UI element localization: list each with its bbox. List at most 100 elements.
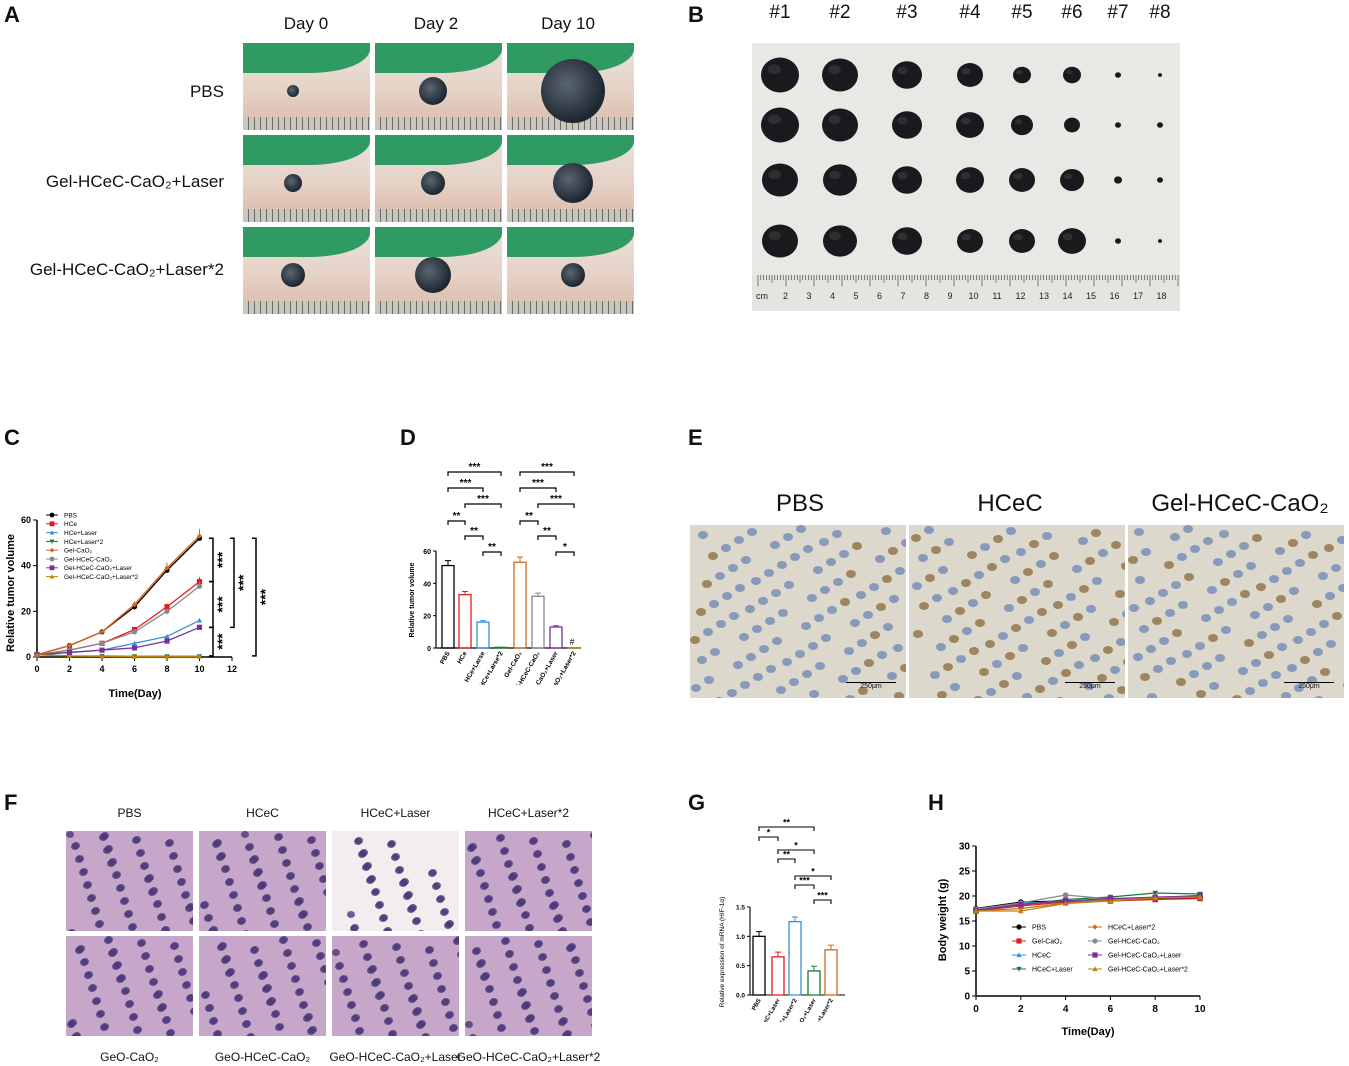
he-nucleus xyxy=(227,968,235,975)
nucleus xyxy=(911,534,921,542)
he-nucleus xyxy=(360,940,368,947)
c-x-axis-label: Time(Day) xyxy=(109,688,162,700)
he-nucleus xyxy=(247,1033,255,1036)
ruler-strip xyxy=(243,117,370,130)
ihc-image: 250μm xyxy=(1128,525,1344,698)
nucleus xyxy=(819,538,829,546)
c-sig-bracket xyxy=(209,626,214,657)
nucleus xyxy=(807,594,817,602)
he-nucleus xyxy=(234,904,242,911)
tumor-sample xyxy=(1158,239,1162,243)
ruler-number: 7 xyxy=(900,291,905,301)
d-sig-bracket xyxy=(447,487,484,492)
d-y-tick-label: 60 xyxy=(423,549,431,556)
nucleus xyxy=(1053,601,1063,609)
nucleus xyxy=(1166,657,1176,665)
he-nucleus xyxy=(392,853,400,860)
nucleus xyxy=(1239,542,1249,550)
he-nucleus xyxy=(418,1020,426,1027)
he-nucleus xyxy=(414,1007,422,1014)
excised-tumor-photo: cm2345678910111213141516171819 xyxy=(752,43,1180,311)
tumor-sample xyxy=(1013,66,1031,84)
c-legend-marker xyxy=(49,547,55,553)
nucleus xyxy=(1190,545,1200,553)
he-nucleus xyxy=(429,869,437,876)
ruler-strip xyxy=(507,209,634,222)
d-sig-stars: *** xyxy=(469,462,481,473)
nucleus xyxy=(741,556,751,564)
he-nucleus xyxy=(493,921,501,928)
h-legend-label: HCeC xyxy=(1032,953,1051,960)
nucleus xyxy=(1016,548,1026,556)
nucleus xyxy=(1079,585,1089,593)
glove xyxy=(375,135,502,165)
h-y-tick-label: 20 xyxy=(959,892,971,903)
he-nucleus xyxy=(489,908,497,915)
tumor-sample xyxy=(892,166,922,194)
nucleus xyxy=(1326,640,1336,648)
body-weight-line-chart: Body weight (g) Time(Day) 0 2 4 6 8 10 0 5 10 15 2… xyxy=(937,842,1206,1039)
he-nucleus xyxy=(150,978,158,985)
he-nucleus xyxy=(551,992,559,999)
nucleus xyxy=(702,580,712,588)
he-nucleus xyxy=(191,916,193,923)
c-series-line xyxy=(36,585,200,656)
g-error-bar xyxy=(792,916,798,922)
he-nucleus xyxy=(364,862,372,869)
tumor-sample xyxy=(1115,72,1121,78)
h-series-line xyxy=(975,894,1201,912)
tumor-sample xyxy=(761,57,799,93)
nucleus xyxy=(1024,616,1034,624)
he-nucleus xyxy=(182,891,190,898)
nucleus xyxy=(1227,598,1237,606)
nucleus xyxy=(1072,565,1082,573)
c-y-tick-label: 0 xyxy=(26,652,31,662)
g-sig-stars: * xyxy=(811,867,815,877)
panel-label-h: H xyxy=(928,790,944,815)
nucleus xyxy=(844,647,854,655)
tumor-sample xyxy=(892,111,922,139)
he-image xyxy=(66,831,193,931)
g-sig-stars: ** xyxy=(783,850,791,860)
nucleus xyxy=(696,608,706,616)
he-nucleus xyxy=(351,924,359,931)
group-label-laser: Gel-HCeC-CaO₂+Laser xyxy=(45,172,224,191)
he-nucleus xyxy=(546,889,554,896)
nucleus xyxy=(766,665,776,673)
f-bottom-label: GeO-HCeC-CaO₂+Laser xyxy=(329,1050,462,1064)
he-nucleus xyxy=(267,907,275,914)
nucleus xyxy=(969,647,979,655)
he-nucleus xyxy=(587,918,592,925)
he-nucleus xyxy=(401,969,409,976)
nucleus xyxy=(1041,657,1051,665)
tumor-highlight xyxy=(1013,233,1023,241)
he-nucleus xyxy=(134,1026,142,1033)
d-sig-stars: *** xyxy=(550,494,562,505)
c-data-point xyxy=(164,638,170,644)
he-nucleus xyxy=(321,965,326,972)
nucleus xyxy=(722,592,732,600)
g-sig-stars: ** xyxy=(783,818,791,828)
nucleus xyxy=(925,574,935,582)
he-nucleus xyxy=(284,949,292,956)
d-sig-stars: ** xyxy=(488,542,496,553)
he-nucleus xyxy=(555,914,563,921)
c-data-point xyxy=(131,601,138,608)
he-nucleus xyxy=(175,955,183,962)
he-nucleus xyxy=(239,1007,247,1014)
c-x-tick-label: 6 xyxy=(132,664,137,674)
he-nucleus xyxy=(465,1021,473,1028)
tumor-spot xyxy=(419,77,447,105)
d-hash-mark: # xyxy=(569,637,574,647)
nucleus xyxy=(1141,548,1151,556)
he-image xyxy=(332,831,459,931)
g-sig-stars: * xyxy=(794,841,798,851)
nucleus xyxy=(1084,682,1094,690)
he-nucleus xyxy=(352,1014,360,1021)
he-nucleus xyxy=(283,859,291,866)
he-nucleus xyxy=(438,985,446,992)
tumor-highlight xyxy=(960,172,971,180)
nucleus xyxy=(1091,529,1101,537)
he-nucleus xyxy=(183,981,191,988)
mouse-photo xyxy=(243,135,370,222)
